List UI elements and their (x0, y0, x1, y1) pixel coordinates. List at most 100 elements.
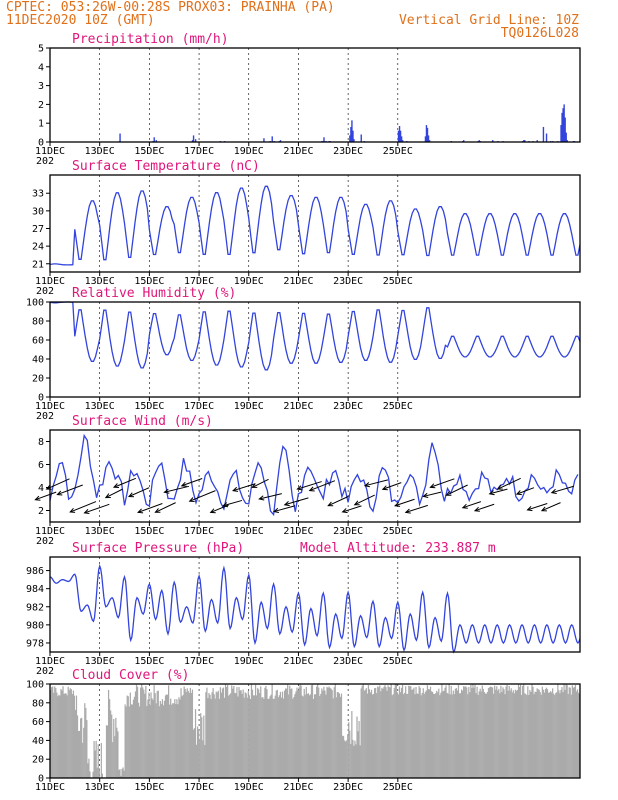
cloud-bar (456, 690, 459, 778)
cloud-bar (332, 698, 334, 778)
cloud-bar (556, 692, 558, 778)
cloud-bar (519, 684, 522, 778)
cloud-bar (525, 693, 527, 778)
cloud-bar (347, 734, 349, 778)
cloud-bar (133, 696, 136, 778)
cloud-bar (553, 693, 555, 778)
cloud-bar (316, 686, 318, 778)
cloud-bar (354, 740, 356, 778)
cloud-bar (76, 715, 79, 778)
wind-arrow (251, 478, 269, 488)
cloud-bar (264, 687, 266, 778)
cloud-bar (141, 684, 143, 778)
cloud-bar (577, 692, 580, 778)
cloud-bar (393, 688, 395, 778)
cloud-bar (528, 695, 530, 778)
cloud-bar (475, 693, 477, 778)
cloud-bar (370, 689, 373, 778)
cloud-bar (211, 692, 213, 778)
precip-bar (561, 112, 563, 142)
cloud-bar (472, 684, 474, 778)
wind-arrow-shaft (232, 483, 256, 492)
cloud-bar (216, 692, 218, 778)
wind-arrow-head (232, 486, 239, 492)
cloud-bar (213, 694, 215, 778)
wind-arrow-head (163, 488, 170, 494)
precip-frame (49, 47, 581, 143)
cloud-bar (455, 688, 458, 778)
cloud-bar (244, 692, 246, 778)
cloud-bar (139, 706, 141, 778)
cloud-bar (498, 688, 500, 778)
cloud-bar (160, 703, 162, 778)
cloud-bar (59, 695, 61, 778)
precip-bar (191, 140, 194, 142)
wind-arrow-head (394, 501, 401, 507)
cloud-bar (64, 693, 66, 778)
precip-bar (353, 139, 355, 142)
wind-arrow-shaft (382, 482, 402, 490)
cloud-bar (181, 696, 183, 778)
cloud-bar (247, 691, 249, 778)
x-tick-label: 11DEC (35, 276, 65, 287)
header-model-id: TQ0126L028 (501, 26, 579, 41)
cloud-bar (235, 693, 237, 778)
wind-arrow-head (473, 506, 480, 512)
y-tick-label: 21 (32, 259, 44, 270)
cloud-bar (477, 695, 479, 778)
cloud-bar (282, 698, 285, 778)
cloud-bar (490, 686, 493, 778)
cloud-bar (414, 694, 416, 778)
cloud-bar (546, 689, 549, 778)
cloud-bar (488, 687, 491, 778)
cloud-bar (217, 690, 219, 778)
cloud-bar (57, 696, 59, 778)
cloud-bar (497, 690, 499, 778)
cloud-bar (573, 687, 576, 778)
precip-bar (424, 136, 427, 142)
y-tick-label: 978 (26, 638, 44, 649)
cloud-bar (119, 769, 121, 778)
cloud-bar (442, 691, 444, 778)
cloud-bar (362, 684, 364, 778)
cloud-bar (422, 688, 424, 778)
cloud-bar (538, 689, 540, 778)
wind-arrow (308, 480, 336, 492)
cloud-bar (496, 686, 498, 778)
cloud-bar (444, 687, 446, 778)
cloud-bar (389, 687, 391, 778)
wind-arrow-head (515, 490, 522, 496)
cloud-bar (223, 697, 226, 778)
cloud-bar (146, 706, 148, 778)
cloud-bar (86, 720, 88, 778)
cloud-bar (120, 775, 122, 778)
cloud-bar (426, 685, 429, 778)
wind-arrow-head (429, 483, 436, 489)
wind-arrow-head (445, 490, 452, 496)
cloud-bar (154, 693, 156, 778)
cloud-bar (543, 692, 546, 778)
cloud-bar (391, 695, 393, 778)
wind-arrow (473, 503, 495, 512)
cloud-bar (566, 684, 568, 778)
cloud-bar (365, 688, 367, 778)
cloud-bar (576, 689, 579, 778)
precip-bar (323, 137, 325, 142)
cloud-bar (430, 691, 433, 778)
cloud-bar (249, 698, 252, 778)
cloud-bar (420, 695, 422, 778)
precip-bar (560, 125, 562, 142)
wind-arrow-shaft (128, 487, 150, 497)
cloud-bar (236, 687, 238, 778)
cloud-bar (435, 693, 437, 778)
x-tick-label: 25DEC (383, 401, 413, 412)
cloud-bar (299, 684, 301, 778)
wind-arrow-head (69, 507, 76, 513)
wind-arrow (163, 485, 190, 494)
y-tick-label: 33 (32, 189, 44, 200)
cloud-bar (175, 704, 177, 778)
x-tick-label: 15DEC (134, 782, 164, 793)
precip-bar (478, 140, 480, 142)
precip-bar (400, 136, 403, 142)
y-tick-label: 2 (38, 100, 44, 111)
